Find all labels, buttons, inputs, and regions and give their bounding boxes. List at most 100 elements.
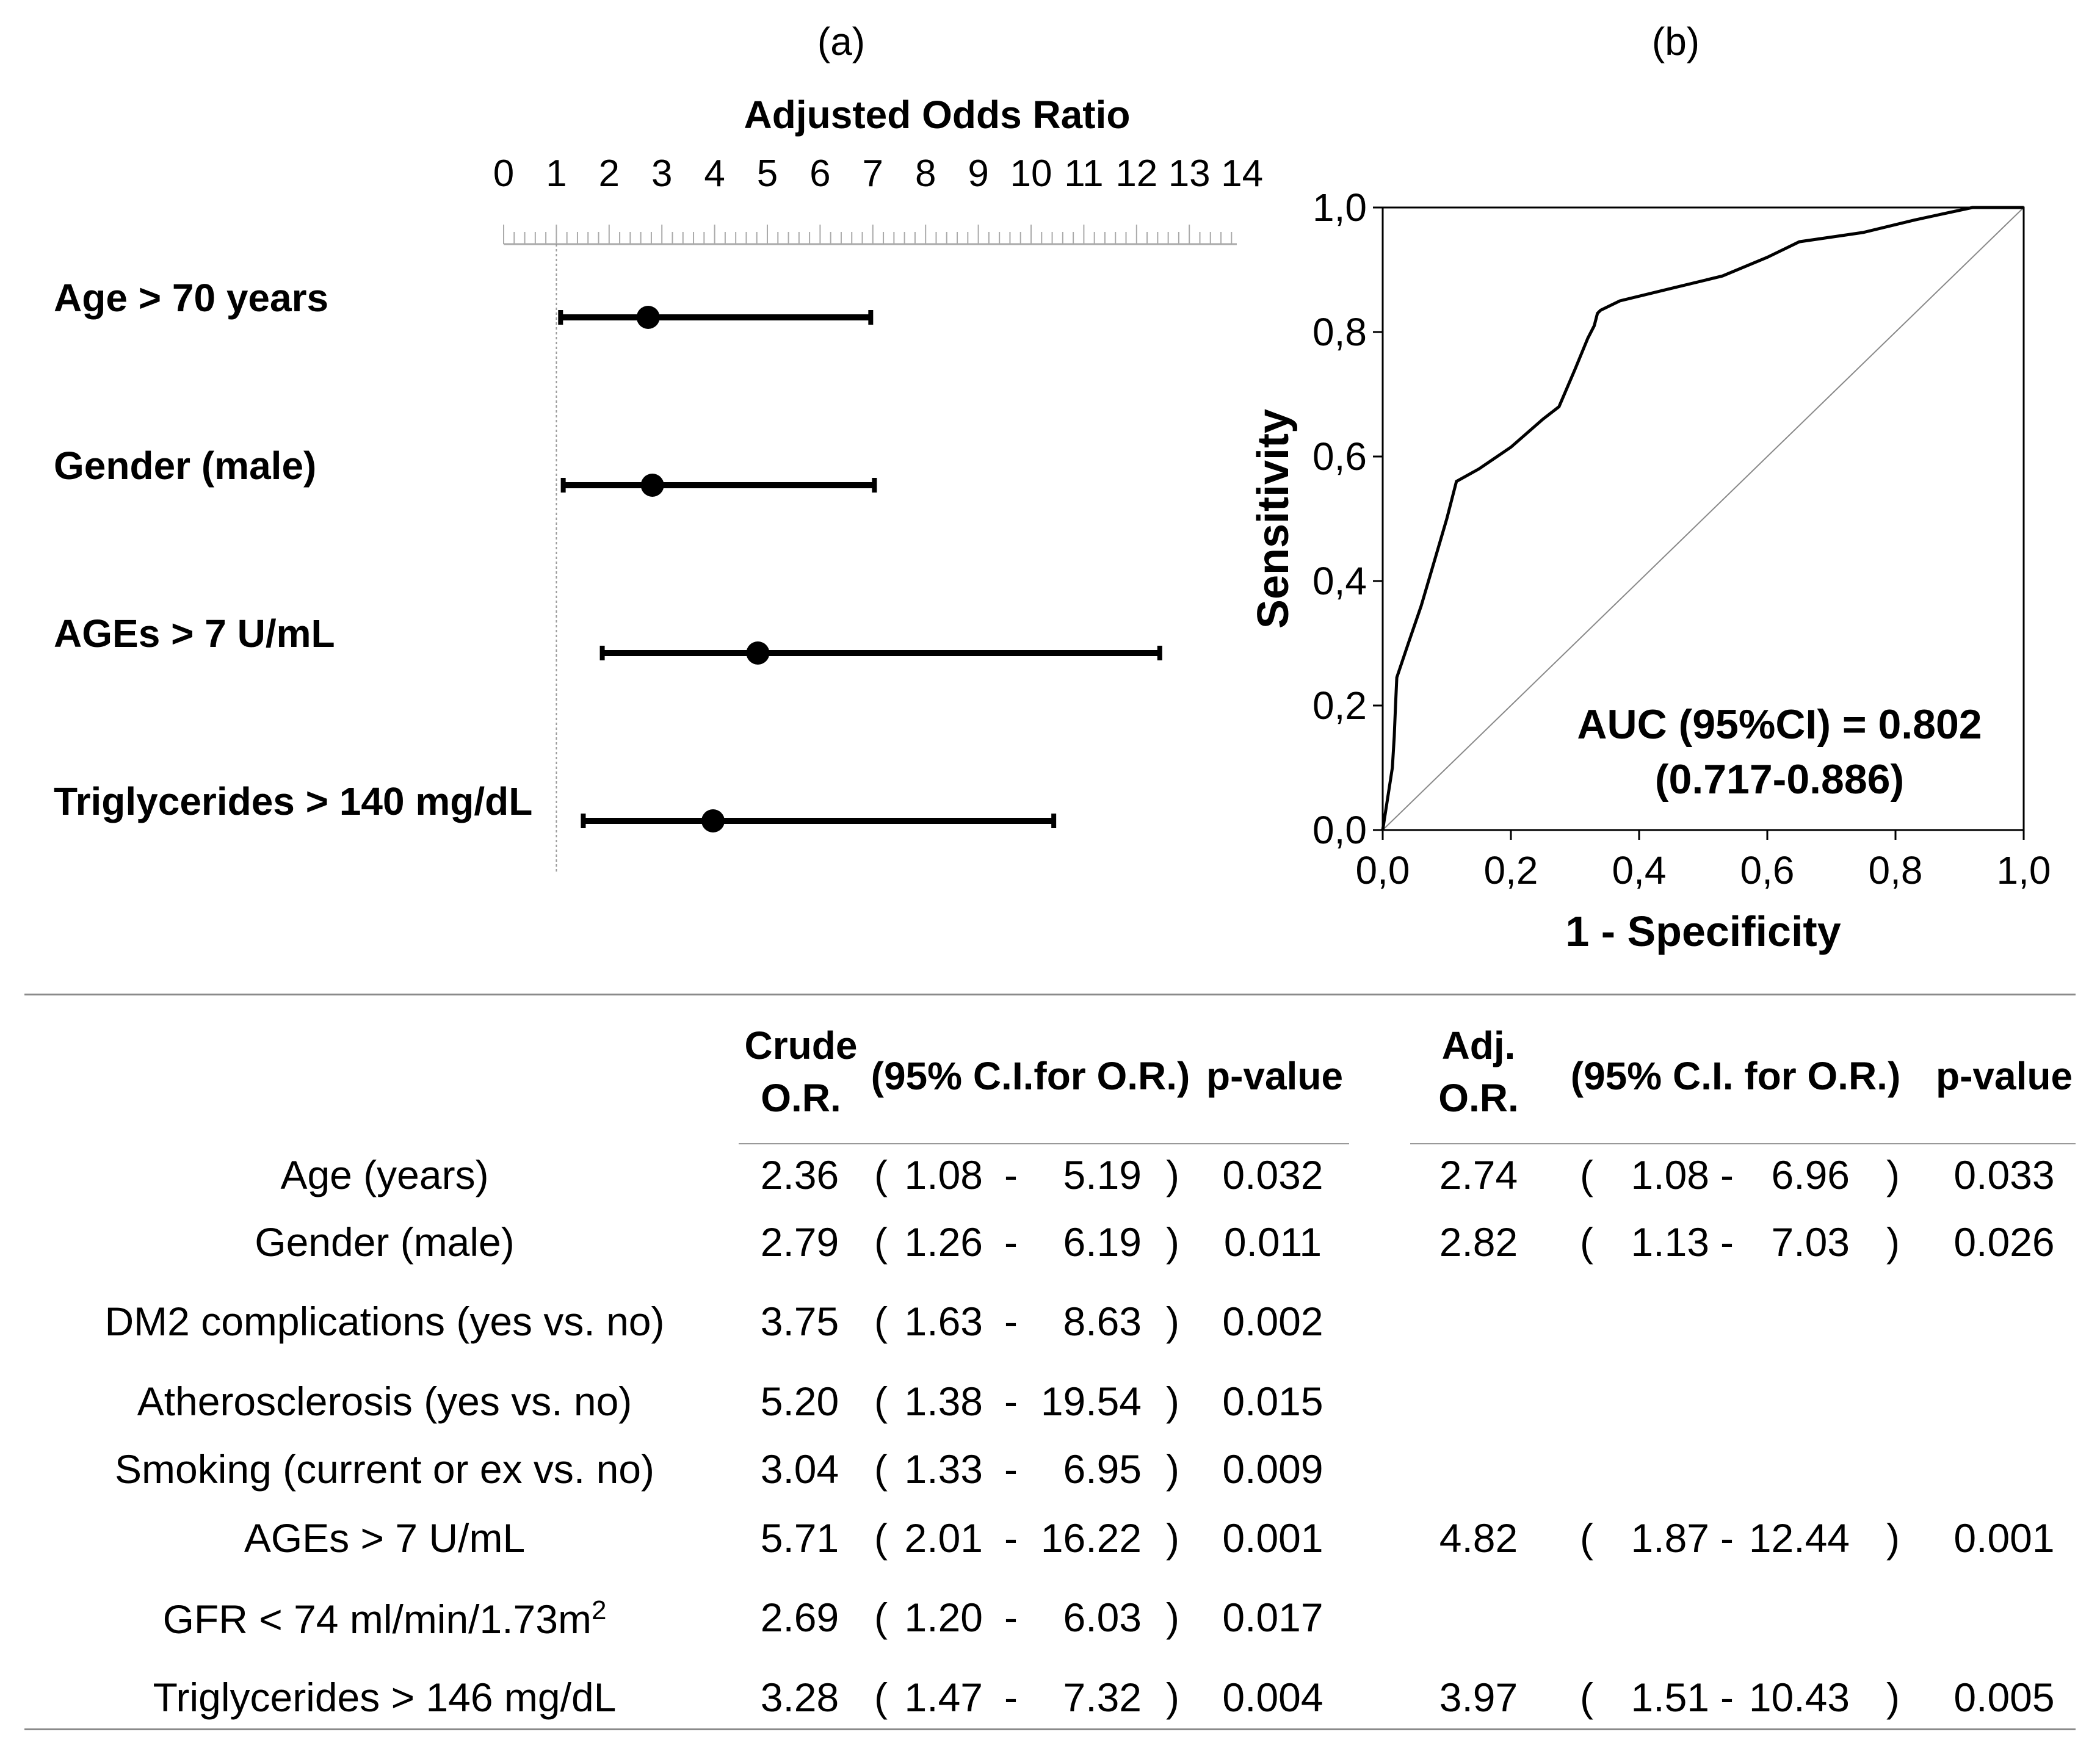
crude-ci-high: 8.63 [1063, 1299, 1142, 1344]
forest-tick-label: 13 [1168, 153, 1211, 195]
forest-tick-label: 9 [968, 153, 988, 195]
forest-row-group: Age > 70 years Gender (male) AGEs > 7 U/mL… [54, 276, 1162, 832]
crude-ci-low: 1.38 [904, 1379, 983, 1424]
crude-ci-low: 1.33 [904, 1446, 983, 1492]
table-row-label: Atherosclerosis (yes vs. no) [137, 1379, 632, 1424]
crude-ci-dash: - [1004, 1219, 1018, 1265]
crude-ci-high: 7.32 [1063, 1675, 1142, 1720]
roc-y-tick-label: 0,0 [1312, 808, 1367, 852]
table-label-superscript: 2 [591, 1595, 607, 1625]
forest-tick-label: 2 [599, 153, 620, 195]
forest-tick-label: 1 [546, 153, 567, 195]
adj-ci-open: ( [1580, 1515, 1593, 1561]
adj-ci-high: 10.43 [1748, 1675, 1850, 1720]
crude-p-value: 0.032 [1222, 1152, 1323, 1197]
roc-y-tick-label: 0,6 [1312, 435, 1367, 478]
crude-ci-dash: - [1004, 1675, 1018, 1720]
crude-ci-open: ( [874, 1515, 888, 1561]
roc-x-tick-label: 0,6 [1740, 848, 1795, 892]
forest-point-estimate [701, 809, 725, 832]
forest-tick-label: 6 [809, 153, 830, 195]
forest-point-estimate [636, 306, 660, 329]
table-row-label: DM2 complications (yes vs. no) [104, 1299, 665, 1344]
forest-tick-label: 0 [493, 153, 514, 195]
adj-ci-dash: - [1720, 1675, 1734, 1720]
table-row-label: Gender (male) [255, 1219, 515, 1265]
adj-or-value: 2.74 [1439, 1152, 1518, 1197]
header-adj-ci: (95% C.I. for O.R.) [1570, 1054, 1901, 1098]
roc-y-tick-label: 0,2 [1312, 684, 1367, 727]
crude-ci-close: ) [1166, 1152, 1179, 1197]
adj-ci-dash: - [1720, 1152, 1734, 1197]
adj-ci-open: ( [1580, 1152, 1593, 1197]
roc-x-tick-label: 0,8 [1869, 848, 1923, 892]
crude-ci-open: ( [874, 1675, 888, 1720]
forest-tick-label: 4 [704, 153, 725, 195]
forest-tick-label: 8 [915, 153, 936, 195]
roc-plot: (b) 0,0 0,2 0,4 0,6 0,8 1,0 0,0 0,2 0,4 0,6 0,8 1,0… [1249, 20, 2051, 955]
forest-tick-label: 12 [1115, 153, 1157, 195]
roc-y-axis-label: Sensitivity [1249, 409, 1298, 629]
table-bottom-rule [24, 1728, 2076, 1730]
crude-ci-low: 1.63 [904, 1299, 983, 1344]
roc-curve [1381, 206, 2024, 831]
forest-row-label: Age > 70 years [54, 276, 328, 320]
crude-ci-low: 1.47 [904, 1675, 983, 1720]
forest-point-estimate [746, 641, 770, 665]
crude-or-value: 3.75 [760, 1299, 839, 1344]
adj-or-value: 2.82 [1439, 1219, 1518, 1265]
adj-or-value: 4.82 [1439, 1515, 1518, 1561]
adj-p-value: 0.001 [1953, 1515, 2055, 1561]
adj-p-value: 0.026 [1953, 1219, 2055, 1265]
forest-row-label: AGEs > 7 U/mL [54, 612, 335, 655]
crude-p-value: 0.004 [1222, 1675, 1323, 1720]
crude-p-value: 0.017 [1222, 1595, 1323, 1640]
forest-tick-label: 5 [757, 153, 778, 195]
roc-panel-label: (b) [1652, 20, 1700, 63]
forest-panel-label: (a) [817, 20, 865, 63]
odds-ratio-table: Crude O.R. (95% C.I.for O.R.) p-value Adj. O.… [0, 989, 2100, 1746]
crude-ci-close: ) [1166, 1219, 1179, 1265]
header-adj-p: p-value [1935, 1054, 2073, 1098]
header-rule-crude [739, 1143, 1349, 1144]
crude-ci-high: 6.19 [1063, 1219, 1142, 1265]
adj-p-value: 0.033 [1953, 1152, 2055, 1197]
table-row-label: GFR < 74 ml/min/1.73m2 [162, 1595, 607, 1642]
crude-ci-low: 1.26 [904, 1219, 983, 1265]
roc-y-tick-label: 0,4 [1312, 559, 1367, 603]
crude-or-value: 5.71 [760, 1515, 839, 1561]
forest-point-estimate [640, 474, 664, 497]
crude-or-value: 3.28 [760, 1675, 839, 1720]
forest-tick-group: 0 1 2 3 4 5 6 7 8 9 10 11 12 13 14 [493, 153, 1263, 873]
roc-x-tick-label: 0,0 [1356, 848, 1410, 892]
table-row-label: Triglycerides > 146 mg/dL [153, 1675, 617, 1720]
header-rule-adj [1410, 1143, 2076, 1144]
adj-ci-dash: - [1720, 1515, 1734, 1561]
crude-ci-open: ( [874, 1595, 888, 1640]
table-row-label: Smoking (current or ex vs. no) [115, 1446, 654, 1492]
crude-or-value: 2.79 [760, 1219, 839, 1265]
adj-ci-low: 1.13 [1631, 1219, 1709, 1265]
adj-ci-open: ( [1580, 1219, 1593, 1265]
crude-ci-low: 1.08 [904, 1152, 983, 1197]
crude-ci-dash: - [1004, 1299, 1018, 1344]
crude-ci-high: 6.03 [1063, 1595, 1142, 1640]
roc-reference-line [1382, 207, 2024, 831]
crude-ci-close: ) [1166, 1515, 1179, 1561]
forest-tick-label: 7 [863, 153, 883, 195]
adj-or-value: 3.97 [1439, 1675, 1518, 1720]
crude-ci-open: ( [874, 1446, 888, 1492]
crude-ci-high: 19.54 [1040, 1379, 1142, 1424]
roc-x-tick-label: 1,0 [1997, 848, 2051, 892]
crude-ci-low: 2.01 [904, 1515, 983, 1561]
crude-ci-close: ) [1166, 1446, 1179, 1492]
crude-p-value: 0.011 [1223, 1219, 1322, 1265]
roc-y-tick-label: 1,0 [1312, 186, 1367, 229]
forest-tick-label: 10 [1010, 153, 1052, 195]
adj-ci-low: 1.08 [1631, 1152, 1709, 1197]
roc-x-tick-label: 0,4 [1612, 848, 1667, 892]
header-crude-p: p-value [1206, 1054, 1344, 1098]
roc-tick-group: 0,0 0,2 0,4 0,6 0,8 1,0 0,0 0,2 0,4 0,6 0,8 1,0 [1312, 186, 2051, 892]
adj-ci-close: ) [1886, 1675, 1900, 1720]
adj-ci-high: 7.03 [1771, 1219, 1850, 1265]
